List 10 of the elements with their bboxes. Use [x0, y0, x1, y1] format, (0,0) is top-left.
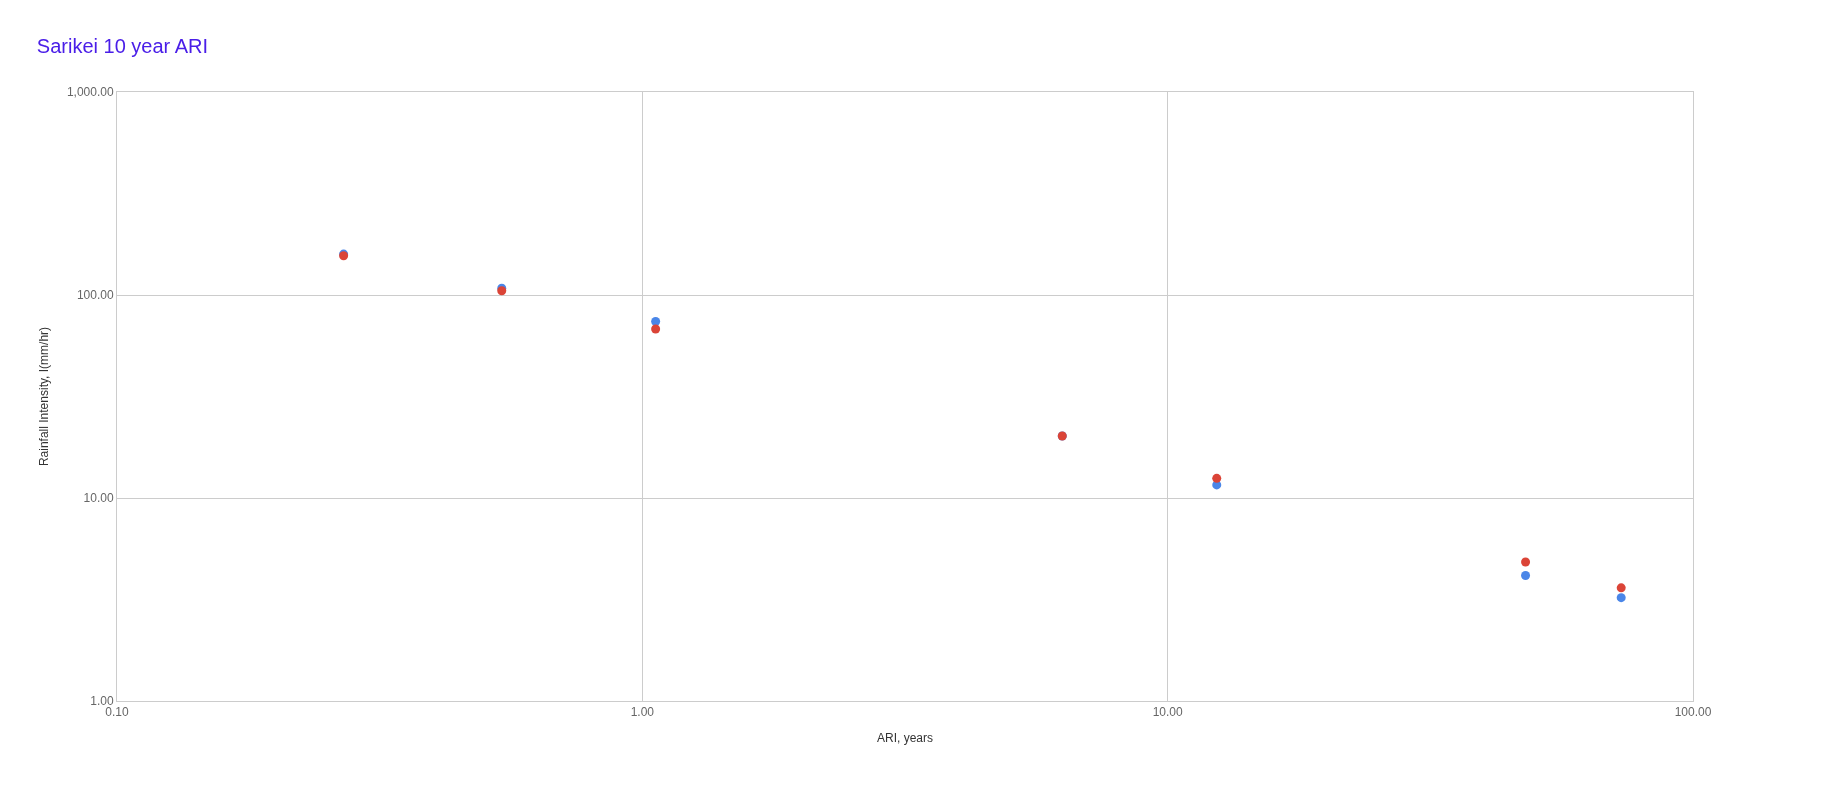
x-tick-label: 100.00 [1674, 705, 1712, 720]
y-tick-label: 100.00 [76, 288, 114, 303]
x-tick-label: 1.00 [630, 705, 655, 720]
x-tick-label: 0.10 [105, 705, 129, 720]
y-tick-label: 10.00 [83, 491, 114, 506]
x-axis-title: ARI, years [876, 731, 934, 746]
x-tick-label: 10.00 [1152, 705, 1184, 720]
y-axis-title: Rainfall Intensity, I(mm/hr) [37, 326, 52, 467]
chart-title: Sarikei 10 year ARI [36, 35, 209, 58]
y-tick-label: 1,000.00 [66, 85, 114, 100]
